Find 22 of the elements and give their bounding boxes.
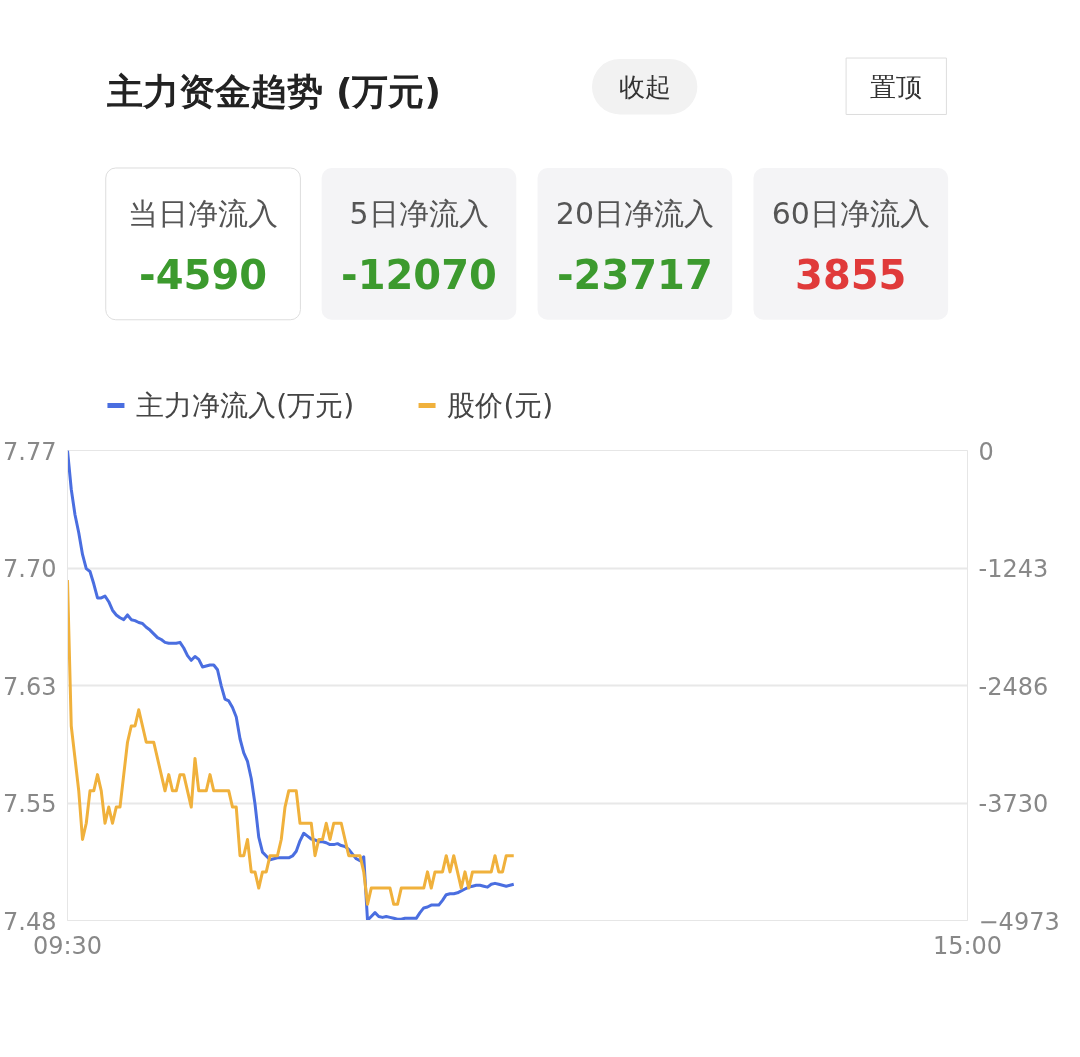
- text: 当日净流入: [128, 196, 279, 232]
- text: 3855: [795, 252, 907, 299]
- text: 20日净流入: [555, 196, 714, 232]
- text: 5日净流入: [349, 196, 489, 232]
- text: -12070: [341, 252, 497, 299]
- text: 置顶: [870, 72, 923, 103]
- y2-tick-label: -3730: [978, 790, 1049, 818]
- text: -23717: [556, 252, 713, 299]
- legend-label: 股价(元): [447, 389, 554, 422]
- y2-tick-label: 0: [978, 437, 994, 466]
- y2-tick-label: -1243: [978, 555, 1049, 583]
- y-tick-label: 7.70: [3, 555, 57, 583]
- y-tick-label: 7.55: [3, 790, 57, 818]
- text: 主力资金趋势 (万元): [107, 70, 441, 112]
- text: 收起: [618, 72, 671, 103]
- y-tick-label: 7.77: [3, 437, 57, 466]
- y-tick-label: 7.63: [3, 672, 57, 701]
- text: -4590: [139, 252, 268, 299]
- legend-label: 主力净流入(万元): [136, 389, 355, 422]
- text: 60日净流入: [771, 196, 930, 232]
- line-series: [67, 578, 516, 906]
- y2-tick-label: -2486: [978, 672, 1049, 701]
